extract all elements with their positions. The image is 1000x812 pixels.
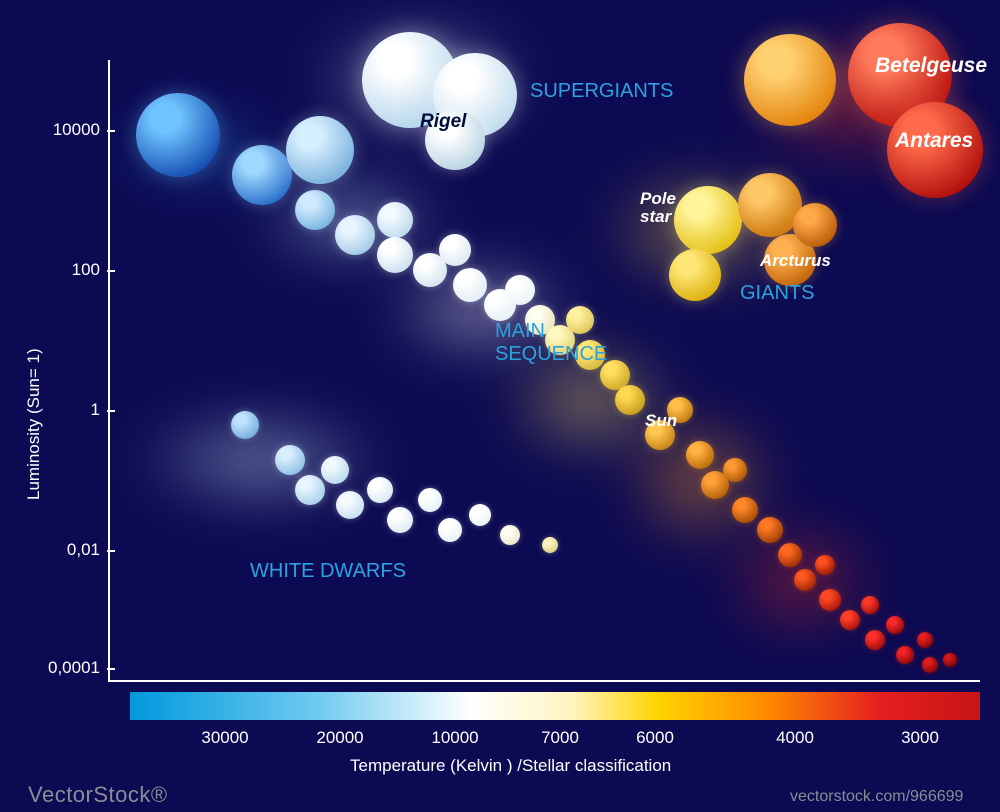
y-tick: 0,0001 [30,658,100,678]
x-tick: 3000 [901,728,939,748]
x-tick: 10000 [431,728,478,748]
pole-star-label: Polestar [640,190,676,226]
y-tick-mark [107,550,115,552]
x-axis-label: Temperature (Kelvin ) /Stellar classific… [350,756,671,776]
star [286,116,354,184]
star [387,507,413,533]
star [757,517,783,543]
star [732,497,758,523]
star [377,237,413,273]
temperature-color-bar [130,692,980,720]
star [232,145,292,205]
star [886,616,904,634]
star [723,458,747,482]
star [295,190,335,230]
white-dwarfs-label: WHITE DWARFS [250,560,406,583]
x-tick: 7000 [541,728,579,748]
star [943,653,957,667]
star [438,518,462,542]
star [335,215,375,255]
main-sequence-label: MAINSEQUENCE [495,320,607,366]
y-tick-mark [107,130,115,132]
x-tick: 30000 [201,728,248,748]
star [275,445,305,475]
star [469,504,491,526]
antares-label: Antares [895,130,973,152]
star [295,475,325,505]
betelgeuse-label: Betelgeuse [875,55,987,77]
y-tick: 10000 [30,120,100,140]
y-tick: 100 [30,260,100,280]
star [136,93,220,177]
star [840,610,860,630]
star [793,203,837,247]
star [231,411,259,439]
sun-label: Sun [645,412,677,430]
hr-diagram: 1000010010,010,0001300002000010000700060… [0,0,1000,812]
star [336,491,364,519]
star [674,186,742,254]
star [917,632,933,648]
star [686,441,714,469]
star [500,525,520,545]
star [794,569,816,591]
arcturus-label: Arcturus [760,252,831,270]
giants-label: GIANTS [740,282,814,305]
star [439,234,471,266]
watermark-right: vectorstock.com/966699 [790,788,963,806]
x-tick: 20000 [316,728,363,748]
star [321,456,349,484]
y-axis-label: Luminosity (Sun= 1) [24,348,44,500]
star [377,202,413,238]
star [819,589,841,611]
star [865,630,885,650]
star [861,596,879,614]
star [418,488,442,512]
star [778,543,802,567]
x-tick: 4000 [776,728,814,748]
watermark-left: VectorStock® [28,782,168,808]
star [453,268,487,302]
x-tick: 6000 [636,728,674,748]
star [815,555,835,575]
star [744,34,836,126]
y-axis-line [108,60,110,680]
supergiants-label: SUPERGIANTS [530,80,673,103]
star [922,657,938,673]
star [669,249,721,301]
star [542,537,558,553]
rigel-label: Rigel [420,112,466,132]
star [896,646,914,664]
star [615,385,645,415]
y-tick: 0,01 [30,540,100,560]
y-tick-mark [107,410,115,412]
star [505,275,535,305]
y-tick-mark [107,270,115,272]
x-axis-line [108,680,980,682]
star [367,477,393,503]
y-tick-mark [107,668,115,670]
